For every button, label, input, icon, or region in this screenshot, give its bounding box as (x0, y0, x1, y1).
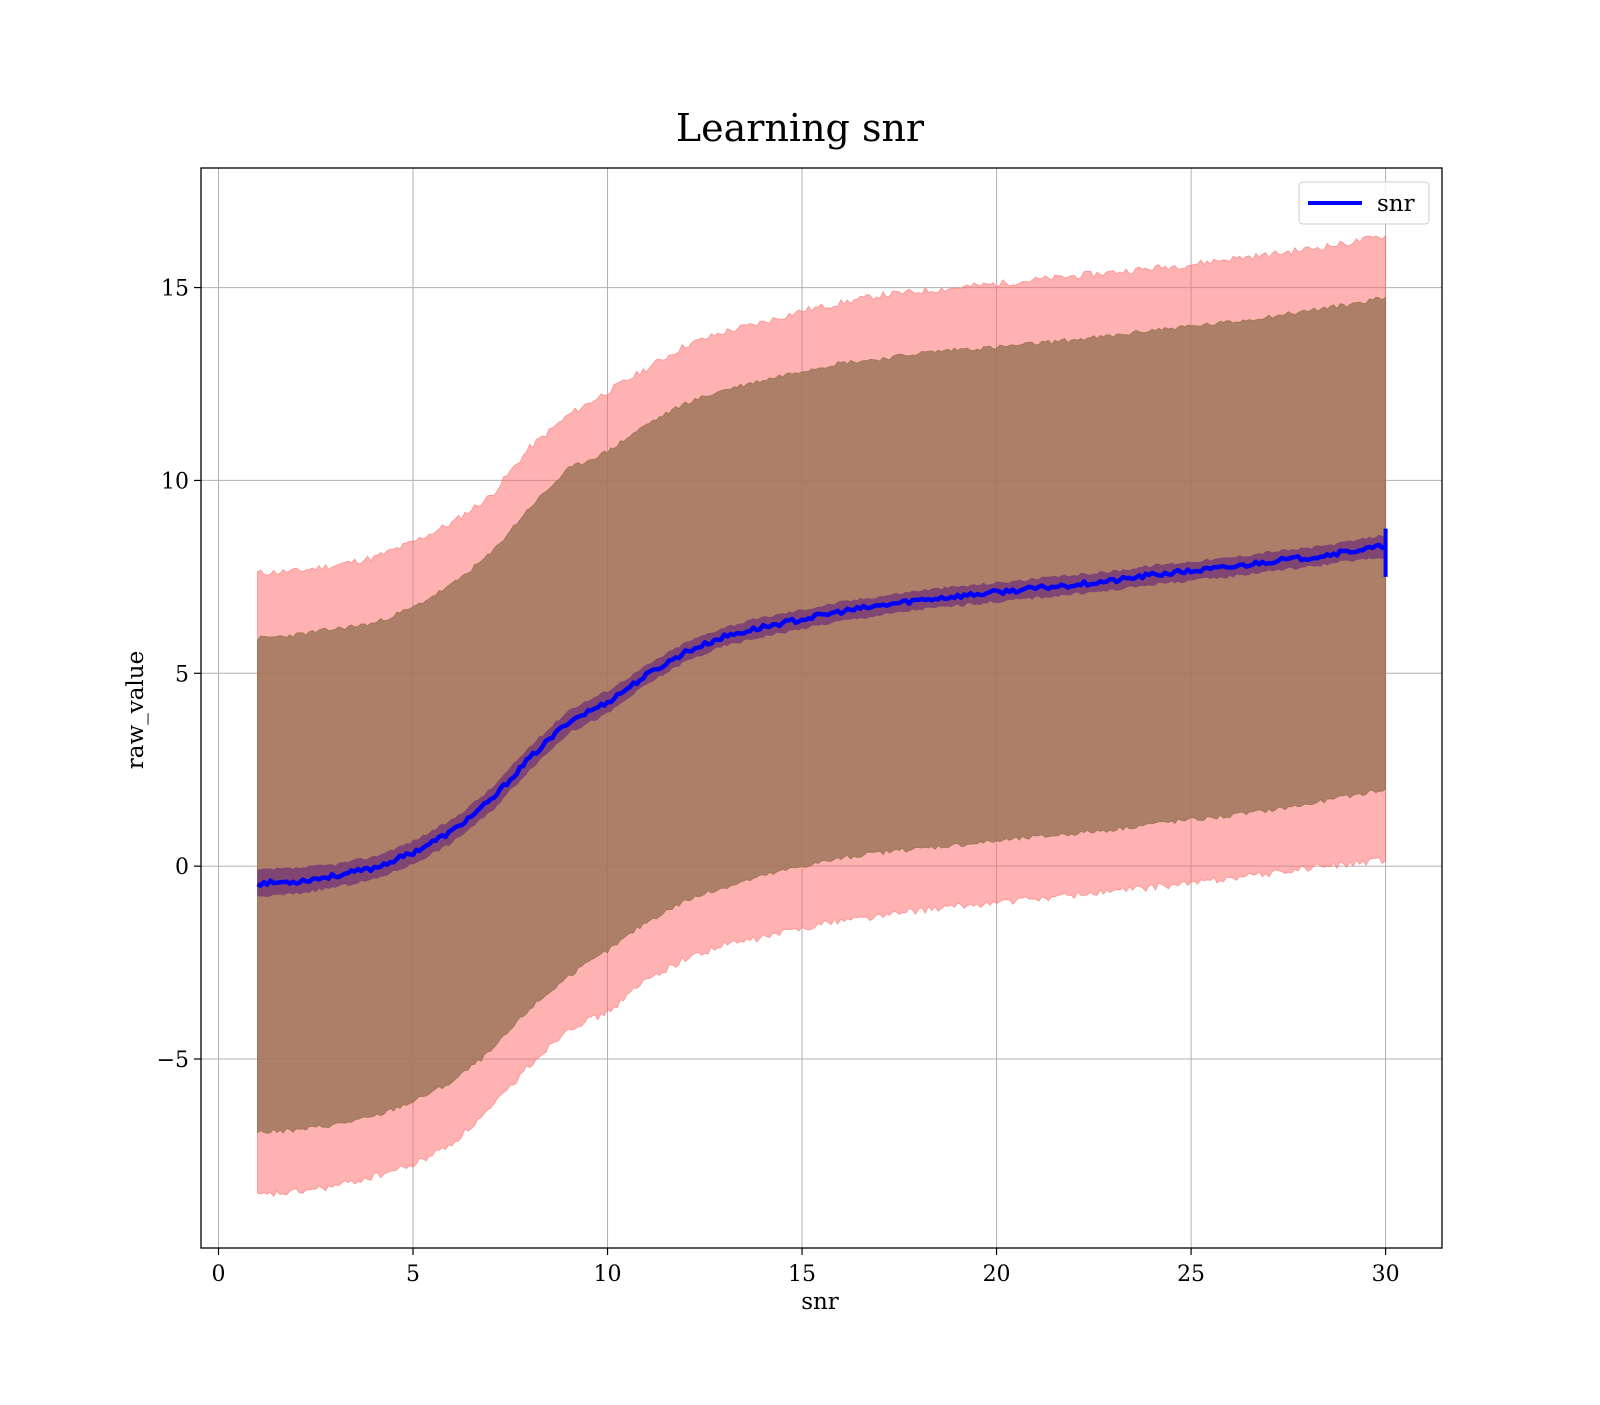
y-tick-label: 15 (161, 277, 189, 302)
x-tick-label: 30 (1372, 1262, 1400, 1287)
y-tick-label: 0 (175, 855, 189, 880)
series-line-snr (256, 542, 1387, 888)
x-tick-label: 25 (1177, 1262, 1205, 1287)
x-tick-label: 15 (788, 1262, 816, 1287)
chart-title: Learning snr (676, 106, 925, 150)
y-tick-label: 5 (175, 662, 189, 687)
legend-box (1298, 181, 1430, 225)
x-tick-label: 20 (983, 1262, 1011, 1287)
band-layer (257, 234, 1386, 1198)
tick-layer: 0 5 10 15 20 25 30 −5 0 5 10 15 (157, 277, 1400, 1287)
y-axis-title: raw_value (123, 651, 149, 769)
plot-frame (200, 167, 1443, 1249)
inner-confidence-band (257, 296, 1386, 1134)
line-layer (256, 528, 1388, 888)
y-tick-label: −5 (157, 1048, 189, 1073)
legend-label: snr (1377, 191, 1415, 217)
x-tick-label: 5 (406, 1262, 420, 1287)
x-tick-label: 10 (594, 1262, 622, 1287)
x-tick-label: 0 (212, 1262, 226, 1287)
narrow-confidence-band (257, 534, 1386, 898)
legend: snr (1298, 181, 1430, 225)
y-tick-label: 10 (161, 469, 189, 494)
x-axis-title: snr (801, 1289, 839, 1315)
